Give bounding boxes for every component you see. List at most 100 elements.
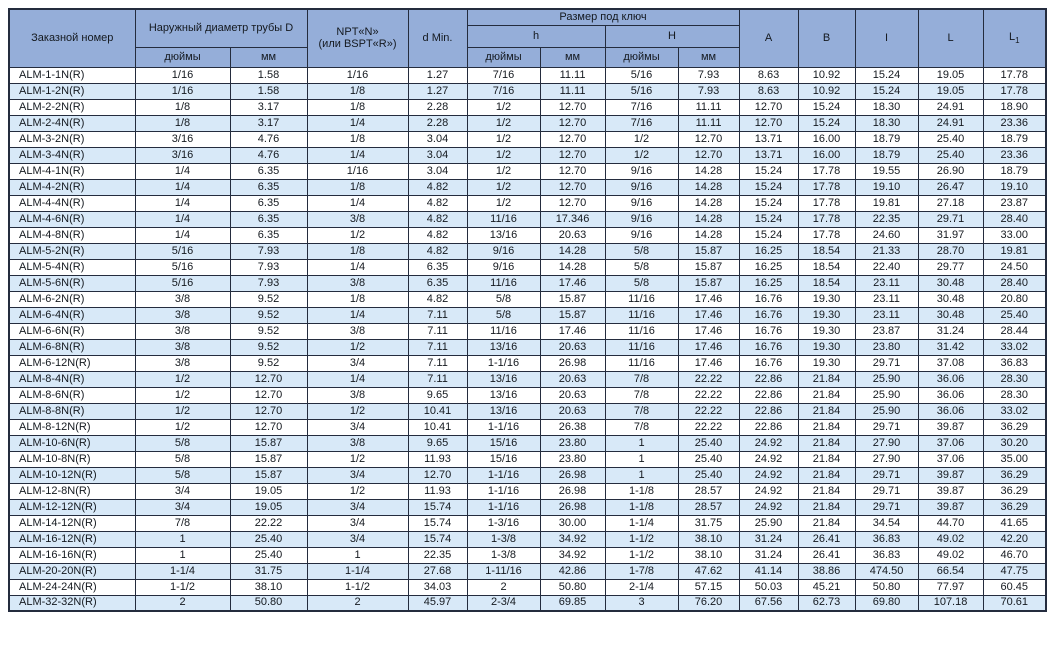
value-cell: 15.74 [407, 530, 468, 548]
value-cell: 12.70 [229, 402, 308, 420]
value-cell: 15.87 [539, 290, 606, 308]
value-cell: 15.74 [407, 514, 468, 532]
value-cell: 1/2 [466, 194, 541, 212]
value-cell: 16.76 [738, 354, 799, 372]
value-cell: 5/8 [604, 258, 679, 276]
value-cell: 9.52 [229, 338, 308, 356]
value-cell: 15.24 [738, 194, 799, 212]
value-cell: 10.41 [407, 418, 468, 436]
value-cell: 12.70 [677, 146, 740, 164]
value-cell: 39.87 [917, 418, 984, 436]
header-npt: NPT«N» (или BSPT«R») [306, 8, 409, 68]
value-cell: 22.22 [677, 386, 740, 404]
value-cell: 1-1/16 [466, 418, 541, 436]
value-cell: 11.11 [539, 82, 606, 100]
value-cell: 1 [604, 466, 679, 484]
order-number-cell: ALM-4-8N(R) [8, 226, 136, 244]
value-cell: 23.11 [854, 290, 919, 308]
value-cell: 5/8 [466, 306, 541, 324]
value-cell: 26.38 [539, 418, 606, 436]
value-cell: 37.08 [917, 354, 984, 372]
value-cell: 25.90 [854, 402, 919, 420]
order-number-cell: ALM-24-24N(R) [8, 578, 136, 596]
value-cell: 3/8 [306, 210, 409, 228]
value-cell: 11/16 [604, 338, 679, 356]
value-cell: 1/4 [306, 258, 409, 276]
value-cell: 17.46 [539, 274, 606, 292]
value-cell: 7/8 [134, 514, 231, 532]
order-number-cell: ALM-6-2N(R) [8, 290, 136, 308]
value-cell: 29.71 [854, 482, 919, 500]
value-cell: 34.54 [854, 514, 919, 532]
header-h-upper: H [604, 24, 740, 48]
value-cell: 3.04 [407, 162, 468, 180]
value-cell: 24.92 [738, 466, 799, 484]
value-cell: 25.40 [229, 530, 308, 548]
value-cell: 66.54 [917, 562, 984, 580]
value-cell: 25.40 [229, 546, 308, 564]
order-number-cell: ALM-10-8N(R) [8, 450, 136, 468]
value-cell: 60.45 [982, 578, 1047, 596]
value-cell: 7.11 [407, 322, 468, 340]
value-cell: 7/16 [466, 82, 541, 100]
value-cell: 7/8 [604, 386, 679, 404]
value-cell: 14.28 [677, 162, 740, 180]
value-cell: 31.75 [677, 514, 740, 532]
value-cell: 35.00 [982, 450, 1047, 468]
value-cell: 23.80 [539, 450, 606, 468]
value-cell: 1/2 [306, 482, 409, 500]
table-row: ALM-16-16N(R) 1 25.40 1 22.35 1-3/8 34.92 1-1/2… [8, 546, 1047, 564]
value-cell: 26.98 [539, 466, 606, 484]
value-cell: 1/8 [306, 98, 409, 116]
order-number-cell: ALM-3-2N(R) [8, 130, 136, 148]
value-cell: 13/16 [466, 386, 541, 404]
value-cell: 57.15 [677, 578, 740, 596]
value-cell: 9/16 [604, 210, 679, 228]
value-cell: 26.47 [917, 178, 984, 196]
value-cell: 3/4 [134, 498, 231, 516]
value-cell: 3.04 [407, 146, 468, 164]
value-cell: 31.24 [738, 546, 799, 564]
value-cell: 1/2 [306, 226, 409, 244]
value-cell: 4.82 [407, 178, 468, 196]
value-cell: 18.30 [854, 114, 919, 132]
value-cell: 39.87 [917, 498, 984, 516]
value-cell: 22.35 [407, 546, 468, 564]
value-cell: 6.35 [229, 226, 308, 244]
order-number-cell: ALM-12-8N(R) [8, 482, 136, 500]
value-cell: 7.93 [677, 66, 740, 84]
value-cell: 33.02 [982, 338, 1047, 356]
value-cell: 1/4 [306, 194, 409, 212]
header-col-b: B [797, 8, 856, 68]
value-cell: 38.10 [677, 546, 740, 564]
value-cell: 1/4 [134, 178, 231, 196]
value-cell: 19.10 [982, 178, 1047, 196]
value-cell: 3/8 [134, 354, 231, 372]
value-cell: 4.76 [229, 146, 308, 164]
value-cell: 22.22 [677, 418, 740, 436]
value-cell: 1/2 [466, 130, 541, 148]
value-cell: 5/16 [604, 66, 679, 84]
value-cell: 1-1/16 [466, 498, 541, 516]
value-cell: 25.40 [982, 306, 1047, 324]
value-cell: 22.86 [738, 418, 799, 436]
value-cell: 36.83 [982, 354, 1047, 372]
value-cell: 19.10 [854, 178, 919, 196]
value-cell: 1 [604, 450, 679, 468]
value-cell: 1-1/2 [134, 578, 231, 596]
value-cell: 27.90 [854, 450, 919, 468]
value-cell: 21.84 [797, 370, 856, 388]
table-row: ALM-4-4N(R) 1/4 6.35 1/4 4.82 1/2 12.70 9/16 14.… [8, 194, 1047, 212]
value-cell: 6.35 [407, 258, 468, 276]
value-cell: 19.30 [797, 306, 856, 324]
value-cell: 9.65 [407, 434, 468, 452]
value-cell: 22.22 [677, 402, 740, 420]
value-cell: 7.11 [407, 306, 468, 324]
table-row: ALM-3-2N(R) 3/16 4.76 1/8 3.04 1/2 12.70 1/2 12.… [8, 130, 1047, 148]
value-cell: 8.63 [738, 82, 799, 100]
value-cell: 15.24 [854, 66, 919, 84]
value-cell: 5/16 [134, 274, 231, 292]
value-cell: 20.80 [982, 290, 1047, 308]
value-cell: 9.65 [407, 386, 468, 404]
value-cell: 23.87 [854, 322, 919, 340]
